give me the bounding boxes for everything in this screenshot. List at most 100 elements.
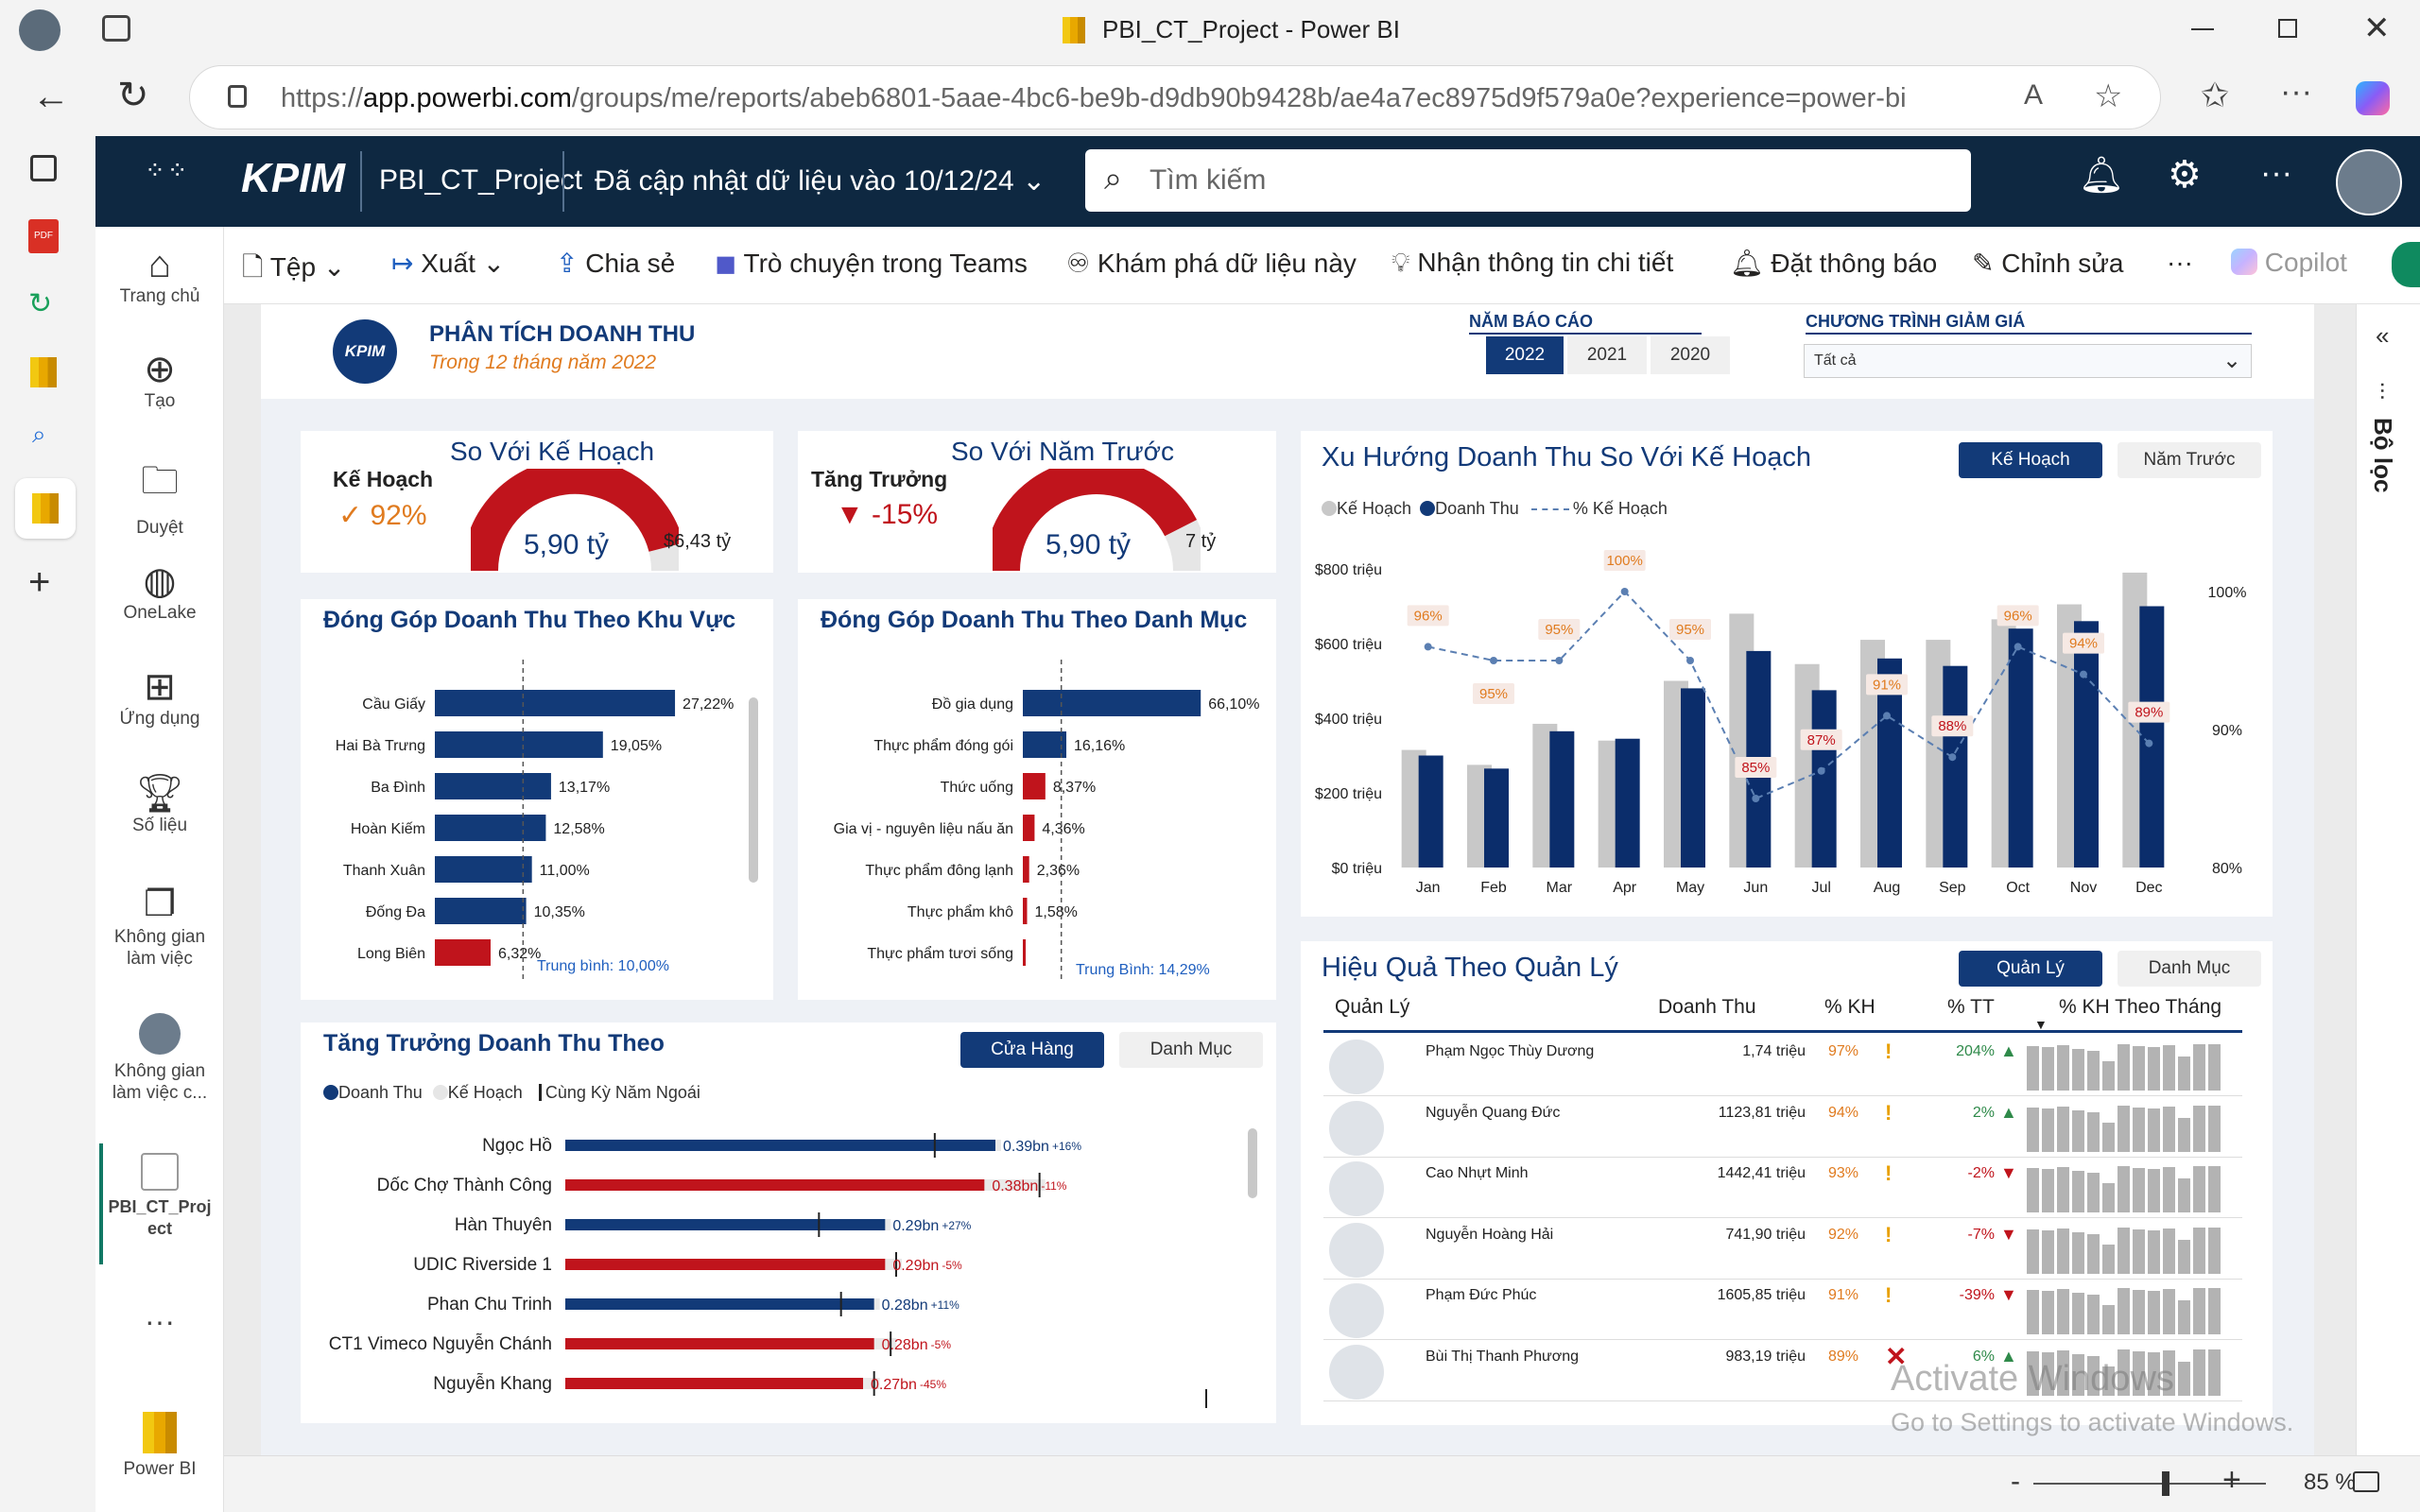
year-filter-underline bbox=[1469, 333, 1702, 335]
notifications-icon[interactable]: 🔔︎ bbox=[2079, 156, 2125, 196]
workspace-name[interactable]: PBI_CT_Project bbox=[379, 164, 583, 196]
revenue-bar bbox=[565, 1378, 863, 1389]
zoom-out-icon[interactable]: - bbox=[2011, 1466, 2020, 1497]
pct-plan-point bbox=[1948, 753, 1957, 762]
promo-filter-dropdown[interactable]: Tất cả ⌄ bbox=[1804, 344, 2252, 378]
table-row[interactable]: Nguyễn Hoàng Hải 741,90 triệu 92% ! -7% … bbox=[1323, 1219, 2242, 1280]
kpi-prev-card[interactable]: So Với Năm Trước Tăng Trưởng ▼ -15% 5,90… bbox=[798, 431, 1276, 573]
bar-value-label: 10,35% bbox=[534, 904, 585, 920]
close-icon[interactable]: ✕ bbox=[2363, 10, 2391, 46]
copilot-browser-icon[interactable] bbox=[2356, 81, 2390, 115]
minimize-icon[interactable] bbox=[2191, 28, 2214, 30]
zoom-slider-track[interactable] bbox=[2033, 1483, 2266, 1485]
edit-button[interactable]: ✎ Chỉnh sửa bbox=[1972, 249, 2124, 278]
insights-button[interactable]: 💡︎ Nhận thông tin chi tiết bbox=[1392, 248, 1674, 277]
browser-menu-icon[interactable]: ··· bbox=[2280, 74, 2312, 110]
search-app-icon[interactable]: ⌕ bbox=[32, 420, 46, 448]
table-row[interactable]: Phạm Đức Phúc 1605,85 triệu 91% ! -39% ▼ bbox=[1323, 1280, 2242, 1340]
powerbi-app-icon[interactable] bbox=[30, 357, 57, 387]
report-icon bbox=[141, 1153, 179, 1191]
year-option-2020[interactable]: 2020 bbox=[1651, 336, 1730, 374]
column-header-revenue[interactable]: Doanh Thu bbox=[1658, 996, 1756, 1018]
table-row[interactable]: Cao Nhựt Minh 1442,41 triệu 93% ! -2% ▼ bbox=[1323, 1158, 2242, 1218]
nav-workspaces[interactable]: ❐ Không gian làm việc bbox=[95, 883, 224, 970]
read-aloud-icon[interactable]: A bbox=[2024, 79, 2044, 111]
filters-pane-label[interactable]: Bộ lọc bbox=[2369, 418, 2397, 493]
zoom-slider-thumb[interactable] bbox=[2162, 1471, 2170, 1496]
nav-create[interactable]: ⊕ Tạo bbox=[95, 348, 224, 412]
manager-toggle-manager[interactable]: Quản Lý bbox=[1959, 951, 2102, 987]
user-avatar[interactable] bbox=[2336, 149, 2402, 215]
refresh-icon[interactable]: ↻ bbox=[117, 75, 149, 116]
add-app-icon[interactable]: + bbox=[28, 561, 51, 603]
green-badge-icon[interactable] bbox=[2392, 242, 2420, 287]
nav-current-report[interactable]: PBI_CT_Project bbox=[95, 1153, 224, 1240]
pdf-icon[interactable]: PDF bbox=[28, 219, 59, 253]
region-scrollbar[interactable] bbox=[749, 697, 758, 883]
bar-category-label: Thực phẩm đông lạnh bbox=[865, 862, 1013, 879]
restore-icon[interactable] bbox=[2278, 19, 2297, 38]
kpi-plan-card[interactable]: So Với Kế Hoạch Kế Hoạch ✓ 92% 5,90 tỷ $… bbox=[301, 431, 773, 573]
store-scrollbar[interactable] bbox=[1248, 1128, 1257, 1198]
set-alert-button[interactable]: 🔔︎ Đặt thông báo bbox=[1730, 249, 1938, 278]
table-row[interactable]: Bùi Thị Thanh Phương 983,19 triệu 89% ✕ … bbox=[1323, 1341, 2242, 1401]
trend-toggle-plan[interactable]: Kế Hoạch bbox=[1959, 442, 2102, 478]
pct-label-bg bbox=[2063, 632, 2104, 654]
favorite-star-icon[interactable]: ☆ bbox=[2094, 78, 2123, 114]
collapse-pane-icon[interactable]: « bbox=[2376, 321, 2390, 350]
toolbar-more-button[interactable]: ··· bbox=[2167, 248, 2193, 277]
nav-apps[interactable]: ⊞ Ứng dụng bbox=[95, 665, 224, 730]
copilot-button[interactable]: Copilot bbox=[2231, 248, 2347, 278]
sort-desc-icon[interactable]: ▼ bbox=[2034, 1017, 2048, 1032]
app-launcher-icon[interactable]: ⁘⁘ bbox=[145, 156, 190, 184]
search-input[interactable]: ⌕ Tìm kiếm bbox=[1085, 149, 1971, 212]
favorites-icon[interactable]: ✩ bbox=[2201, 76, 2230, 114]
store-toggle-category[interactable]: Danh Mục bbox=[1119, 1032, 1263, 1068]
back-icon[interactable]: ← bbox=[32, 76, 70, 117]
nav-onelake[interactable]: ◍ OneLake bbox=[95, 559, 224, 624]
zoom-in-icon[interactable]: + bbox=[2222, 1462, 2241, 1498]
filter-icon[interactable]: ⫶ bbox=[2379, 380, 2385, 405]
nav-my-workspace[interactable]: Không gian làm việc c... bbox=[95, 1013, 224, 1104]
more-options-icon[interactable]: ··· bbox=[2260, 155, 2292, 191]
profile-avatar[interactable] bbox=[19, 9, 60, 51]
year-option-2021[interactable]: 2021 bbox=[1567, 336, 1647, 374]
monthly-bar bbox=[2102, 1183, 2115, 1212]
settings-icon[interactable]: ⚙ bbox=[2168, 154, 2202, 196]
nav-metrics[interactable]: 🏆︎ Số liệu bbox=[95, 771, 224, 836]
table-row[interactable]: Nguyễn Quang Đức 1123,81 triệu 94% ! 2% … bbox=[1323, 1097, 2242, 1158]
manager-toggle-category[interactable]: Danh Mục bbox=[2118, 951, 2261, 987]
year-option-2022[interactable]: 2022 bbox=[1486, 336, 1564, 374]
monthly-bar bbox=[2057, 1349, 2069, 1396]
export-menu[interactable]: ↦ Xuất ⌄ bbox=[391, 249, 506, 278]
lock-icon[interactable] bbox=[228, 85, 247, 108]
tab-actions-icon[interactable] bbox=[102, 15, 130, 42]
trend-toggle-prevyear[interactable]: Năm Trước bbox=[2118, 442, 2261, 478]
data-updated-dropdown[interactable]: Đã cập nhật dữ liệu vào 10/12/24 ⌄ bbox=[595, 165, 1046, 197]
explore-data-button[interactable]: ♾ Khám phá dữ liệu này bbox=[1066, 249, 1357, 278]
column-header-manager[interactable]: Quản Lý bbox=[1335, 996, 1410, 1018]
store-toggle-store[interactable]: Cửa Hàng bbox=[960, 1032, 1104, 1068]
tabs-sidebar-icon[interactable] bbox=[30, 155, 57, 181]
nav-more[interactable]: ··· bbox=[145, 1304, 175, 1338]
url-field[interactable]: https://app.powerbi.com/groups/me/report… bbox=[189, 65, 2161, 129]
nav-home[interactable]: ⌂ Trang chủ bbox=[95, 244, 224, 307]
store-label: Dốc Chợ Thành Công bbox=[377, 1176, 552, 1195]
category-chart-card[interactable]: Đóng Góp Doanh Thu Theo Danh Mục Đồ gia … bbox=[798, 599, 1276, 1000]
growth-label: -11% bbox=[1041, 1179, 1066, 1193]
category-chart: Đồ gia dụng 66,10% Thực phẩm đóng gói 16,16… bbox=[834, 660, 1259, 981]
trend-chart-card[interactable]: Xu Hướng Doanh Thu So Với Kế Hoạch Kế Ho… bbox=[1301, 431, 2273, 917]
column-header-pct-plan[interactable]: % KH bbox=[1824, 996, 1876, 1018]
file-menu[interactable]: 🗋 Tệp ⌄ bbox=[242, 252, 346, 282]
store-chart-card[interactable]: Tăng Trưởng Doanh Thu Theo Cửa Hàng Danh… bbox=[301, 1022, 1276, 1423]
fit-page-icon[interactable] bbox=[2353, 1471, 2379, 1492]
region-chart-card[interactable]: Đóng Góp Doanh Thu Theo Khu Vực Cầu Giấy… bbox=[301, 599, 773, 1000]
nav-powerbi[interactable]: Power BI bbox=[95, 1412, 224, 1480]
column-header-monthly[interactable]: % KH Theo Tháng bbox=[2059, 996, 2221, 1018]
table-row[interactable]: Phạm Ngọc Thùy Dương 1,74 triệu 97% ! 20… bbox=[1323, 1036, 2242, 1096]
nav-browse[interactable]: 🗀︎ Duyệt bbox=[95, 454, 224, 539]
teams-chat-button[interactable]: ◼ Trò chuyện trong Teams bbox=[715, 249, 1028, 278]
share-button[interactable]: ⇪ Chia sẻ bbox=[556, 249, 676, 278]
sync-icon[interactable]: ↻ bbox=[28, 288, 53, 319]
column-header-pct-growth[interactable]: % TT bbox=[1947, 996, 1995, 1018]
